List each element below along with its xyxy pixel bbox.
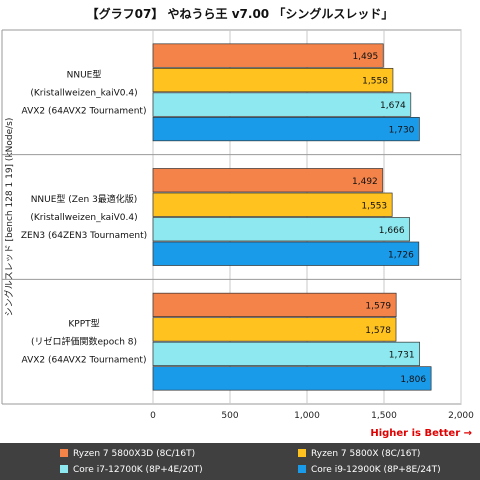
legend-label: Core i7-12700K (8P+4E/20T) xyxy=(73,465,203,475)
group-label: (リゼロ評価関数epoch 8) xyxy=(31,336,137,348)
legend-label: Ryzen 7 5800X (8C/16T) xyxy=(311,449,421,459)
group-label: NNUE型 (Zen 3最適化版) xyxy=(31,193,138,205)
bar-chart: 0 500 1,000 1,500 2,000 シングルスレッド [bench 128 1… xyxy=(1,29,474,421)
bar-value-label: 1,674 xyxy=(380,101,406,111)
bar-value-label: 1,553 xyxy=(361,201,387,211)
x-tick-label: 2,000 xyxy=(448,411,474,421)
legend-item: Core i9-12900K (8P+8E/24T) xyxy=(298,463,441,477)
bar xyxy=(152,92,412,117)
bar-value-label: 1,806 xyxy=(400,375,426,385)
bar xyxy=(152,341,420,367)
bar-value-label: 1,578 xyxy=(365,326,391,336)
legend: Ryzen 7 5800X3D (8C/16T) Ryzen 7 5800X (8… xyxy=(0,443,480,480)
x-tick-label: 0 xyxy=(150,411,156,421)
x-tick-label: 500 xyxy=(221,411,238,421)
x-tick-label: 1,500 xyxy=(371,411,397,421)
bar-value-label: 1,730 xyxy=(389,126,415,136)
y-axis-title: シングルスレッド [bench 128 1 19] (kNode/s) xyxy=(3,118,15,317)
chart-title: 【グラフ07】 やねうら王 v7.00 「シングルスレッド」 xyxy=(86,7,394,21)
group-label: ZEN3 (64ZEN3 Tournament) xyxy=(21,231,147,241)
bar-value-label: 1,558 xyxy=(362,77,388,87)
group-label: AVX2 (64AVX2 Tournament) xyxy=(22,106,147,116)
bar-value-label: 1,495 xyxy=(352,52,378,62)
bar xyxy=(152,116,420,142)
x-tick-label: 1,000 xyxy=(294,411,320,421)
bar xyxy=(152,317,397,342)
group-label: NNUE型 xyxy=(67,69,102,80)
legend-swatch xyxy=(60,449,68,457)
bar-value-label: 1,579 xyxy=(365,301,391,311)
group-label: KPPT型 xyxy=(68,319,99,330)
bar-value-label: 1,726 xyxy=(388,250,414,260)
bar xyxy=(152,241,420,266)
bar-value-label: 1,492 xyxy=(352,177,378,187)
legend-item: Core i7-12700K (8P+4E/20T) xyxy=(60,463,203,477)
legend-swatch xyxy=(60,465,68,473)
group-label: (Kristallweizen_kaiV0.4) xyxy=(30,213,137,223)
higher-is-better-note: Higher is Better → xyxy=(370,428,472,439)
bar-value-label: 1,731 xyxy=(389,350,415,360)
legend-label: Core i9-12900K (8P+8E/24T) xyxy=(311,465,441,475)
bar xyxy=(152,292,397,318)
group-label: (Kristallweizen_kaiV0.4) xyxy=(30,88,137,98)
bar xyxy=(152,67,394,93)
legend-item: Ryzen 7 5800X3D (8C/16T) xyxy=(60,447,195,461)
legend-swatch xyxy=(298,465,306,473)
legend-swatch xyxy=(298,449,306,457)
bar xyxy=(152,366,432,391)
bar xyxy=(152,43,384,68)
bar xyxy=(152,192,393,217)
bar xyxy=(152,217,410,242)
group-label: AVX2 (64AVX2 Tournament) xyxy=(22,356,147,366)
bar-value-label: 1,666 xyxy=(379,226,405,236)
legend-item: Ryzen 7 5800X (8C/16T) xyxy=(298,447,420,461)
legend-label: Ryzen 7 5800X3D (8C/16T) xyxy=(73,449,196,459)
bar xyxy=(152,168,384,193)
